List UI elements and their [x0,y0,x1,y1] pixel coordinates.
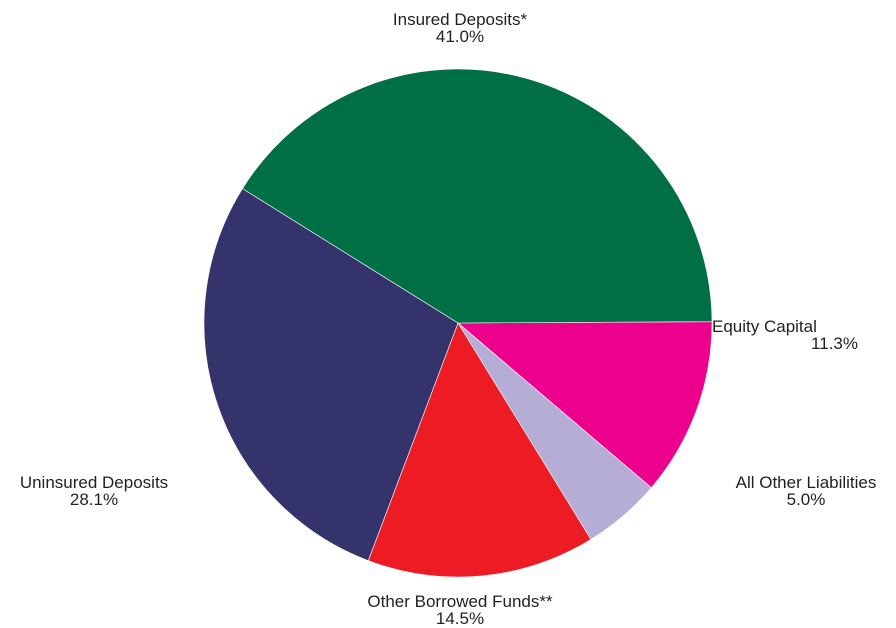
pie-slices [203,68,713,578]
label-name: Insured Deposits* [392,10,528,29]
label-insured-deposits: Insured Deposits* 41.0% [360,11,560,45]
label-name: All Other Liabilities [735,473,877,492]
label-value: 41.0% [435,27,485,46]
pie-slice-insured-deposits [242,68,713,324]
label-value: 5.0% [786,490,826,509]
label-uninsured-deposits: Uninsured Deposits 28.1% [4,474,184,508]
label-value: 11.3% [811,334,858,353]
pie-slice-uninsured-deposits [203,188,459,562]
label-all-other-liabilities: All Other Liabilities 5.0% [718,474,894,508]
label-equity-capital: Equity Capital 11.3% [712,318,862,352]
pie-slice-equity-capital [457,321,713,489]
label-name: Other Borrowed Funds** [367,592,553,611]
label-name: Uninsured Deposits [19,473,169,492]
label-other-borrowed-funds: Other Borrowed Funds** 14.5% [340,593,580,627]
pie-slice-other-borrowed-funds [367,322,592,578]
label-name: Equity Capital [712,317,817,336]
label-value: 28.1% [69,490,119,509]
label-value: 14.5% [435,609,485,628]
